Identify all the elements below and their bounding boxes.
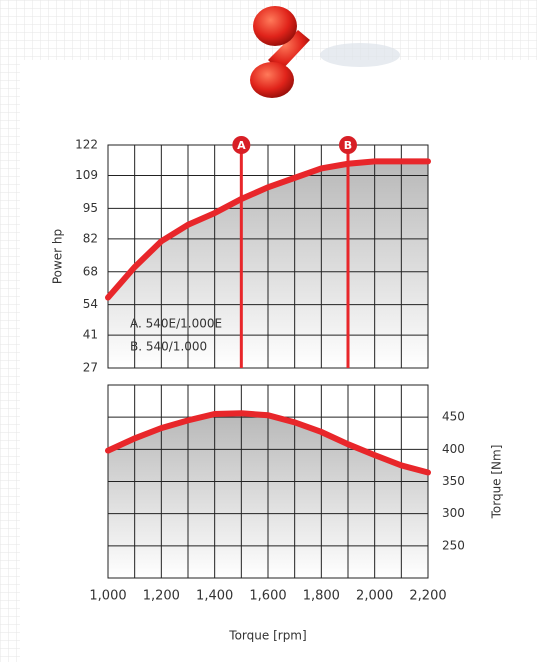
y-tick-label: 250 [442,538,465,552]
y-tick-label: 95 [83,201,98,215]
marker-badge [232,136,251,154]
y-tick-label: 54 [83,297,98,311]
y-tick-label: 122 [75,138,98,152]
legend-entry: B. 540/1.000 [130,340,207,354]
y-tick-label: 109 [75,168,98,182]
y-axis-label: Torque [Nm] [490,445,504,520]
x-tick-label: 1,200 [143,589,180,604]
y-axis-label: Power hp [51,229,65,284]
x-tick-label: 1,000 [89,589,126,604]
marker-label: B [344,139,352,152]
y-tick-label: 41 [83,328,98,342]
plot-border [107,144,429,369]
marker-badge [339,136,357,154]
x-tick-label: 1,600 [249,589,286,604]
y-tick-label: 350 [442,474,465,488]
y-tick-label: 82 [83,231,98,245]
y-tick-label: 27 [83,361,98,375]
x-axis-label: Torque [rpm] [228,629,306,643]
y-tick-label: 400 [442,442,465,456]
y-tick-label: 300 [442,506,465,520]
legend-entry: A. 540E/1.000E [130,317,222,331]
marker-label: A [237,139,246,152]
x-tick-label: 1,400 [196,589,233,604]
plots: 27 41 54 68 82 95 109 122 Power hp A B A. 540E/1.00… [51,136,504,643]
y-tick-label: 68 [83,264,98,278]
pushpin [250,6,400,98]
series-line [105,158,431,301]
x-tick-label: 2,000 [356,589,393,604]
x-tick-label: 2,200 [409,589,446,604]
y-tick-label: 450 [442,410,465,424]
plot-border [107,384,429,579]
x-tick-label: 1,800 [303,589,340,604]
series-line [105,410,431,476]
